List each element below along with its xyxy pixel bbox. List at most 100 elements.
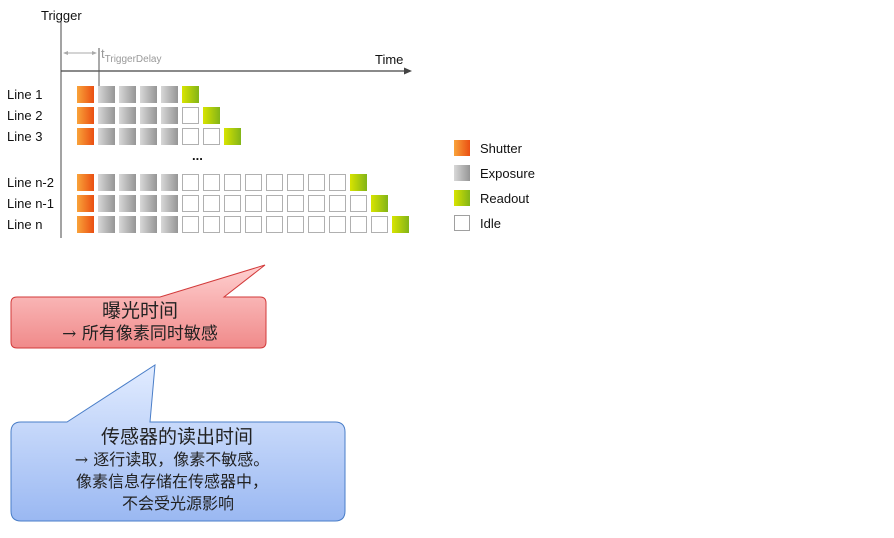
readout-callout-text-1: → 逐行读取，像素不敏感。: [75, 450, 270, 469]
idle-cell: [350, 195, 367, 212]
exposure-callout-title: 曝光时间: [102, 300, 178, 322]
idle-cell: [308, 174, 325, 191]
exposure-cell: [119, 86, 136, 103]
exposure-cell: [161, 174, 178, 191]
exposure-cell: [98, 195, 115, 212]
exposure-cell: [98, 216, 115, 233]
shutter-cell: [77, 107, 94, 124]
readout-cell: [203, 107, 220, 124]
exposure-cell: [140, 128, 157, 145]
idle-cell: [308, 216, 325, 233]
exposure-callout-text: → 所有像素同时敏感: [62, 324, 218, 344]
time-label: Time: [375, 52, 403, 67]
timing-row: Line n: [7, 216, 409, 233]
idle-cell: [266, 195, 283, 212]
idle-cell: [329, 195, 346, 212]
line-label: Line 2: [7, 108, 42, 123]
idle-cell: [350, 216, 367, 233]
legend-swatch-idle: [454, 215, 470, 231]
idle-cell: [224, 216, 241, 233]
idle-cell: [287, 195, 304, 212]
idle-cell: [182, 195, 199, 212]
idle-cell: [266, 216, 283, 233]
readout-cell: [371, 195, 388, 212]
trigger-delay-label: tTriggerDelay: [101, 46, 162, 65]
shutter-cell: [77, 174, 94, 191]
idle-cell: [203, 195, 220, 212]
readout-callout-text-3: 不会受光源影响: [122, 494, 234, 513]
exposure-cell: [161, 195, 178, 212]
readout-cell: [182, 86, 199, 103]
idle-cell: [203, 216, 220, 233]
line-label: Line n-1: [7, 196, 54, 211]
exposure-cell: [161, 216, 178, 233]
line-label: Line n-2: [7, 175, 54, 190]
timing-row: Line n-1: [7, 195, 388, 212]
trigger-label: Trigger: [41, 8, 82, 23]
readout-cell: [350, 174, 367, 191]
idle-cell: [245, 174, 262, 191]
readout-cell: [224, 128, 241, 145]
exposure-cell: [140, 86, 157, 103]
idle-cell: [224, 174, 241, 191]
idle-cell: [329, 174, 346, 191]
idle-cell: [329, 216, 346, 233]
idle-cell: [182, 216, 199, 233]
exposure-cell: [119, 174, 136, 191]
line-label: Line 3: [7, 129, 42, 144]
exposure-cell: [119, 128, 136, 145]
exposure-cell: [98, 107, 115, 124]
legend-label-readout: Readout: [480, 191, 530, 206]
legend-swatch-shutter: [454, 140, 470, 156]
legend-label-idle: Idle: [480, 216, 501, 231]
readout-cell: [392, 216, 409, 233]
legend-label-exposure: Exposure: [480, 166, 535, 181]
idle-cell: [203, 174, 220, 191]
time-arrow-icon: [404, 67, 412, 75]
shutter-cell: [77, 195, 94, 212]
arrow-left-icon: [63, 51, 68, 55]
exposure-cell: [98, 128, 115, 145]
idle-cell: [182, 107, 199, 124]
timing-row: Line 3: [7, 128, 241, 145]
legend-swatch-exposure: [454, 165, 470, 181]
idle-cell: [371, 216, 388, 233]
readout-callout: [10, 364, 346, 522]
idle-cell: [182, 174, 199, 191]
arrow-right-icon: [92, 51, 97, 55]
timing-row: Line 1: [7, 86, 199, 103]
exposure-cell: [140, 216, 157, 233]
timing-row: Line 2: [7, 107, 220, 124]
legend-swatch-readout: [454, 190, 470, 206]
idle-cell: [224, 195, 241, 212]
exposure-cell: [140, 195, 157, 212]
exposure-callout: [10, 264, 267, 349]
readout-callout-text-2: 像素信息存储在传感器中，: [76, 472, 268, 491]
exposure-cell: [161, 107, 178, 124]
idle-cell: [245, 195, 262, 212]
readout-callout-title: 传感器的读出时间: [101, 426, 253, 448]
exposure-cell: [161, 128, 178, 145]
exposure-cell: [161, 86, 178, 103]
exposure-cell: [119, 107, 136, 124]
idle-cell: [287, 216, 304, 233]
line-label: Line 1: [7, 87, 42, 102]
idle-cell: [287, 174, 304, 191]
shutter-cell: [77, 86, 94, 103]
exposure-cell: [119, 216, 136, 233]
exposure-cell: [140, 107, 157, 124]
idle-cell: [182, 128, 199, 145]
ellipsis: ...: [192, 148, 203, 163]
timing-row: Line n-2: [7, 174, 367, 191]
legend-label-shutter: Shutter: [480, 141, 523, 156]
exposure-cell: [98, 174, 115, 191]
line-label: Line n: [7, 217, 42, 232]
idle-cell: [203, 128, 220, 145]
idle-cell: [308, 195, 325, 212]
exposure-cell: [98, 86, 115, 103]
shutter-cell: [77, 216, 94, 233]
shutter-cell: [77, 128, 94, 145]
exposure-cell: [119, 195, 136, 212]
exposure-cell: [140, 174, 157, 191]
